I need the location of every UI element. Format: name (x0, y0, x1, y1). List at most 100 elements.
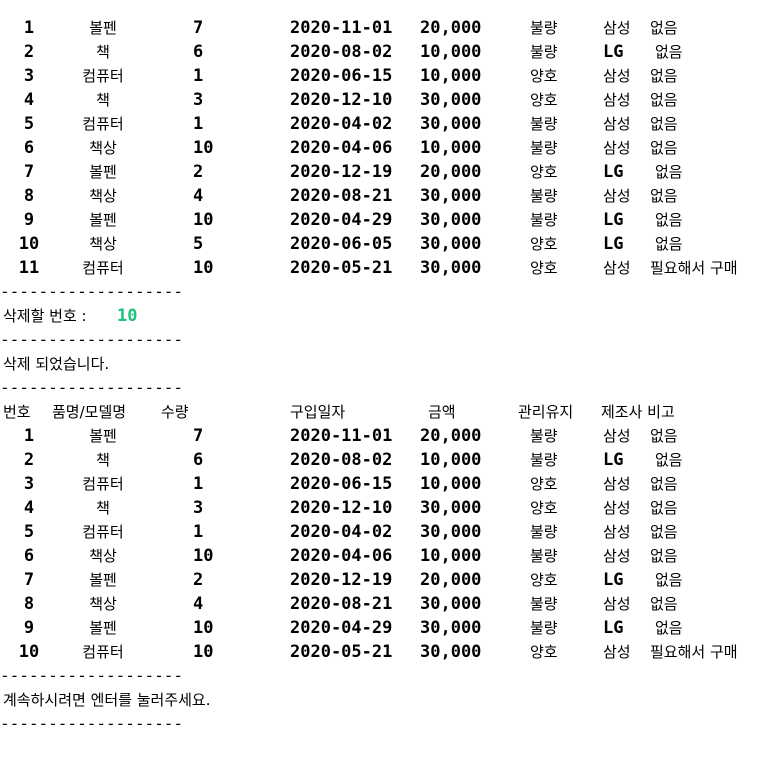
cell-note: 없음 (655, 163, 683, 181)
continue-message: 계속하시려면 엔터를 눌러주세요. (0, 688, 761, 712)
cell-note: 없음 (655, 235, 683, 253)
cell-amount: 20,000 (420, 426, 482, 446)
cell-mgmt: 양호 (530, 163, 558, 181)
cell-mgmt: 양호 (530, 235, 558, 253)
cell-qty: 1 (193, 522, 204, 542)
table-row: 2 책 6 2020-08-02 10,000 불량 LG 없음 (0, 40, 761, 64)
cell-note: 없음 (650, 139, 678, 157)
cell-name: 책상 (89, 235, 117, 253)
delete-prompt: 삭제할 번호 : 10 (0, 304, 761, 328)
cell-no: 3 (23, 66, 35, 86)
cell-mgmt: 불량 (530, 523, 558, 541)
cell-qty: 4 (193, 186, 204, 206)
cell-qty: 10 (193, 210, 214, 230)
delete-prompt-input[interactable]: 10 (117, 306, 138, 326)
cell-mgmt: 불량 (530, 139, 558, 157)
cell-no: 9 (23, 210, 35, 230)
cell-note: 없음 (655, 451, 683, 469)
separator-5: ------------------- (0, 712, 761, 736)
cell-name: 볼펜 (89, 163, 117, 181)
cell-mgmt: 불량 (530, 43, 558, 61)
cell-no: 3 (23, 474, 35, 494)
deleted-message: 삭제 되었습니다. (0, 352, 761, 376)
cell-date: 2020-04-06 (290, 546, 393, 566)
table-row: 8 책상 4 2020-08-21 30,000 불량 삼성 없음 (0, 592, 761, 616)
cell-maker: 삼성 (603, 187, 631, 205)
cell-name: 컴퓨터 (82, 67, 124, 85)
header-date: 구입일자 (290, 403, 346, 421)
cell-mgmt: 양호 (530, 259, 558, 277)
header-qty: 수량 (161, 403, 189, 421)
cell-name: 책상 (89, 187, 117, 205)
cell-name: 볼펜 (89, 19, 117, 37)
cell-note: 없음 (655, 619, 683, 637)
cell-name: 책 (96, 91, 110, 109)
table-row: 11 컴퓨터 10 2020-05-21 30,000 양호 삼성 필요해서 구매 (0, 256, 761, 280)
cell-no: 6 (23, 546, 35, 566)
cell-date: 2020-06-15 (290, 474, 393, 494)
cell-date: 2020-11-01 (290, 426, 393, 446)
cell-no: 4 (23, 90, 35, 110)
cell-no: 2 (23, 450, 35, 470)
table-row: 8 책상 4 2020-08-21 30,000 불량 삼성 없음 (0, 184, 761, 208)
cell-qty: 3 (193, 498, 204, 518)
cell-maker: 삼성 (603, 67, 631, 85)
cell-maker: 삼성 (603, 259, 631, 277)
cell-name: 컴퓨터 (82, 115, 124, 133)
cell-date: 2020-06-15 (290, 66, 393, 86)
cell-qty: 10 (193, 138, 214, 158)
separator-top: ------------------- (0, 0, 761, 10)
table-row: 2 책 6 2020-08-02 10,000 불량 LG 없음 (0, 448, 761, 472)
header-amount: 금액 (428, 403, 456, 421)
cell-amount: 10,000 (420, 66, 482, 86)
cell-mgmt: 양호 (530, 475, 558, 493)
separator-text: ------------------- (0, 282, 184, 301)
table-row: 6 책상 10 2020-04-06 10,000 불량 삼성 없음 (0, 136, 761, 160)
cell-maker: 삼성 (603, 91, 631, 109)
separator-1: ------------------- (0, 280, 761, 304)
cell-note: 없음 (650, 187, 678, 205)
cell-mgmt: 불량 (530, 427, 558, 445)
separator-2: ------------------- (0, 328, 761, 352)
cell-mgmt: 불량 (530, 547, 558, 565)
cell-maker: 삼성 (603, 139, 631, 157)
cell-mgmt: 불량 (530, 451, 558, 469)
cell-maker: 삼성 (603, 475, 631, 493)
cell-qty: 7 (193, 18, 204, 38)
separator-3: ------------------- (0, 376, 761, 400)
cell-maker: 삼성 (603, 643, 631, 661)
table-row: 1 볼펜 7 2020-11-01 20,000 불량 삼성 없음 (0, 16, 761, 40)
cell-mgmt: 양호 (530, 67, 558, 85)
cell-qty: 2 (193, 162, 204, 182)
separator-text: ------------------- (0, 666, 184, 685)
table-row: 7 볼펜 2 2020-12-19 20,000 양호 LG 없음 (0, 568, 761, 592)
cell-maker: 삼성 (603, 547, 631, 565)
cell-no: 9 (23, 618, 35, 638)
cell-date: 2020-11-01 (290, 18, 393, 38)
cell-no: 1 (23, 18, 35, 38)
continue-message-text: 계속하시려면 엔터를 눌러주세요. (3, 691, 211, 709)
cell-maker: 삼성 (603, 523, 631, 541)
cell-no: 8 (23, 186, 35, 206)
cell-no: 5 (23, 522, 35, 542)
cell-mgmt: 불량 (530, 211, 558, 229)
cell-maker: LG (603, 618, 624, 638)
separator-text: ------------------- (0, 0, 183, 10)
cell-qty: 5 (193, 234, 204, 254)
cell-note: 필요해서 구매 (650, 643, 738, 661)
cell-name: 볼펜 (89, 211, 117, 229)
cell-maker: LG (603, 210, 624, 230)
cell-qty: 10 (193, 642, 214, 662)
cell-no: 1 (23, 426, 35, 446)
cell-qty: 1 (193, 474, 204, 494)
cell-no: 2 (23, 42, 35, 62)
table-row: 5 컴퓨터 1 2020-04-02 30,000 불량 삼성 없음 (0, 112, 761, 136)
cell-maker: LG (603, 450, 624, 470)
cell-no: 10 (18, 642, 40, 662)
cell-note: 없음 (650, 67, 678, 85)
cell-qty: 6 (193, 42, 204, 62)
cell-note: 없음 (655, 211, 683, 229)
cell-maker: LG (603, 234, 624, 254)
cell-name: 컴퓨터 (82, 523, 124, 541)
cell-name: 책상 (89, 595, 117, 613)
